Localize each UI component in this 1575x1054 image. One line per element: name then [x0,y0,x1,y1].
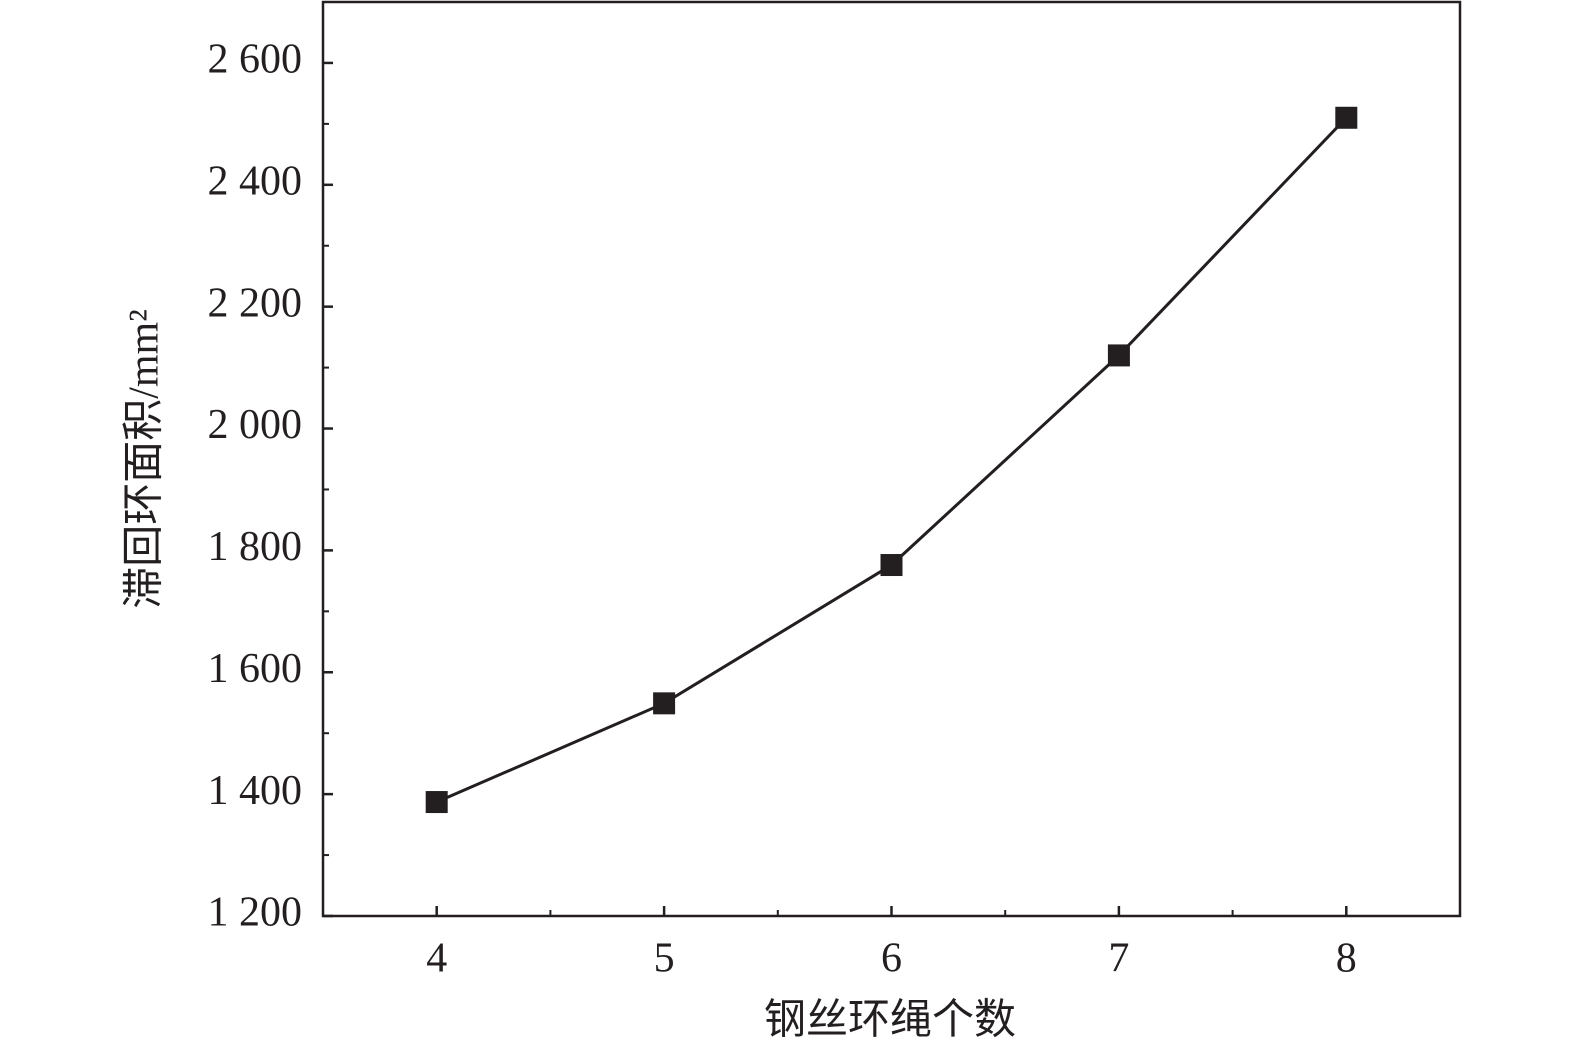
y-tick-label: 1 200 [208,890,303,936]
data-point [1335,106,1358,129]
data-point [653,692,676,715]
y-tick-label: 2 400 [208,158,303,204]
y-tick-label: 2 200 [208,280,303,326]
y-tick-label: 2 000 [208,402,303,448]
x-tick-label: 7 [1108,936,1129,982]
y-tick-label: 1 600 [208,646,303,692]
x-axis-label: 钢丝环绳个数 [764,998,1016,1044]
data-point [1107,344,1130,367]
y-tick-label: 2 600 [208,37,303,83]
x-tick-label: 5 [654,936,675,982]
y-tick-label: 1 400 [208,768,303,814]
x-tick-label: 6 [881,936,902,982]
y-tick-label: 1 800 [208,524,303,570]
x-tick-label: 4 [426,936,447,982]
series-line [436,116,1348,804]
y-axis-label: 滞回环面积/mm² [122,309,168,609]
x-tick-label: 8 [1336,936,1357,982]
data-point [425,791,448,814]
data-point [880,554,903,577]
